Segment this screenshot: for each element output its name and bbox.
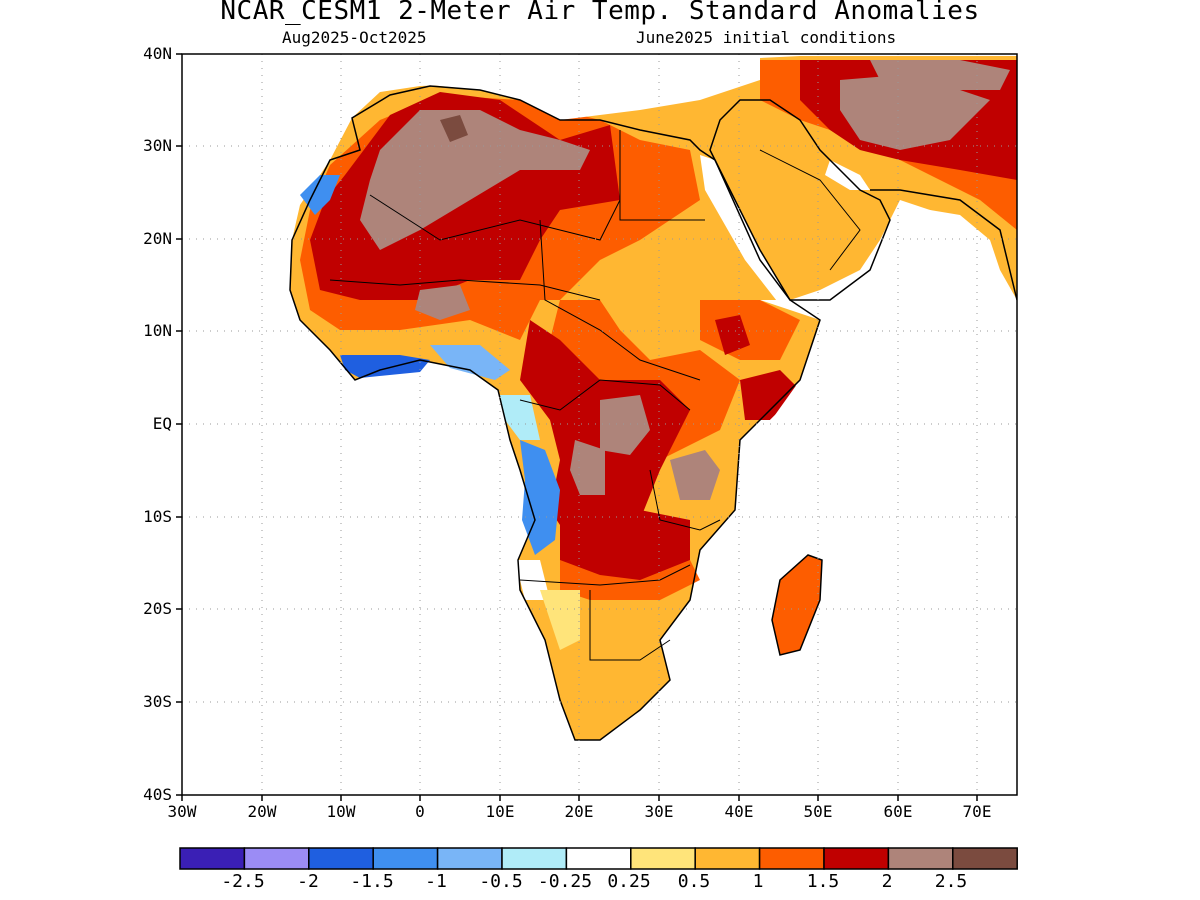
colorbar-label: -2.5 — [221, 871, 265, 892]
africa-coastline — [289, 85, 821, 741]
mediterranean-sea — [420, 56, 760, 120]
border-east — [649, 469, 721, 531]
lat-label-40s: 40S — [143, 785, 172, 804]
border-libya-egypt — [619, 130, 705, 221]
border-central — [539, 219, 701, 381]
red-sea — [700, 155, 790, 305]
lon-label-20e: 20E — [564, 802, 594, 821]
colorbar-label: 2 — [881, 871, 893, 892]
border-congo — [519, 379, 691, 411]
anomaly-2.5-sahara — [360, 110, 590, 250]
lon-label-30w: 30W — [167, 802, 197, 821]
coastlines — [289, 85, 1017, 741]
lat-label-30n: 30N — [143, 136, 172, 155]
axis-ticks — [176, 53, 978, 801]
lon-label-10e: 10E — [485, 802, 515, 821]
persian-gulf — [825, 160, 870, 190]
colorbar-label: -1 — [425, 871, 447, 892]
colorbar-label: 1 — [752, 871, 764, 892]
lon-label-40e: 40E — [724, 802, 754, 821]
border-sahel — [329, 279, 601, 301]
anomaly-2.5-eastafrica — [670, 450, 720, 500]
init-conditions-label: June2025 initial conditions — [636, 28, 897, 47]
lon-label-30e: 30E — [644, 802, 674, 821]
lat-label-40n: 40N — [143, 44, 172, 63]
anomaly-mild-south — [540, 590, 580, 650]
colorbar-label: -2 — [297, 871, 319, 892]
lat-label-10n: 10N — [143, 321, 172, 340]
asia-coastline — [870, 189, 1017, 301]
colorbar-label: -0.5 — [479, 871, 523, 892]
lat-label-10s: 10S — [143, 507, 172, 526]
colorbar-label: 1.5 — [806, 871, 840, 892]
anomaly-2.5-congo — [600, 395, 650, 455]
map-fields — [290, 56, 1017, 795]
lon-label-60e: 60E — [883, 802, 913, 821]
lat-label-30s: 30S — [143, 692, 172, 711]
country-borders — [329, 130, 861, 661]
colorbar-label: 2.5 — [934, 871, 968, 892]
lon-label-50e: 50E — [803, 802, 833, 821]
anomaly-2.5-iran — [870, 60, 1010, 90]
lat-label-20n: 20N — [143, 229, 172, 248]
anomaly-cool-gulf-guinea — [340, 355, 430, 378]
lat-label-eq: EQ — [152, 414, 172, 433]
lon-label-70e: 70E — [962, 802, 992, 821]
valid-period-label: Aug2025-Oct2025 — [282, 28, 427, 47]
lon-label-20w: 20W — [247, 802, 277, 821]
colorbar-label: -0.25 — [537, 871, 593, 892]
colorbar-label: -1.5 — [350, 871, 394, 892]
border-arabia — [759, 149, 861, 271]
indian-ocean-cut — [600, 205, 1017, 795]
anomaly-cool-gulf-guinea-light — [430, 345, 510, 380]
anomaly-cool-westcoast — [300, 175, 340, 215]
anomaly-extreme-spot — [440, 115, 468, 142]
colorbar-label: 0.5 — [677, 871, 711, 892]
anomaly-2.5-arabia — [840, 75, 990, 150]
anomaly-2-southcentral — [560, 500, 690, 580]
map-title: NCAR_CESM1 2-Meter Air Temp. Standard An… — [220, 0, 980, 26]
colorbar-label: 0.25 — [607, 871, 651, 892]
madagascar-island — [771, 554, 823, 656]
anomaly-2-ethiopia — [715, 315, 750, 355]
lon-label-10w: 10W — [326, 802, 356, 821]
border-sahara-n — [369, 194, 621, 241]
anomaly-2.5-westafrica — [415, 285, 470, 320]
anomaly-2-east — [740, 370, 800, 420]
anomaly-near-normal-angola — [500, 395, 540, 440]
lat-label-20s: 20S — [143, 599, 172, 618]
lon-label-0: 0 — [415, 802, 425, 821]
arabia-coastline — [709, 99, 891, 301]
anomaly-cool-angola — [520, 440, 560, 555]
border-southern — [519, 564, 691, 586]
border-south-africa — [589, 590, 671, 661]
